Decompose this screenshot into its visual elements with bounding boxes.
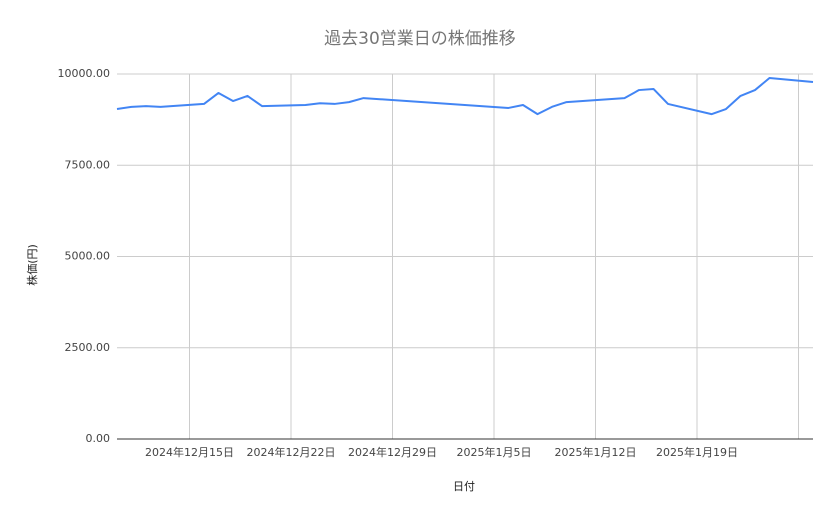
y-axis-title: 株価(円)	[25, 244, 39, 286]
chart-title: 過去30営業日の株価推移	[324, 29, 516, 49]
y-tick-label: 0.00	[86, 432, 111, 445]
y-tick-label: 5000.00	[65, 250, 111, 263]
x-tick-label: 2025年1月5日	[457, 445, 532, 459]
line-series	[116, 77, 814, 116]
x-tick-label: 2024年12月15日	[145, 445, 234, 459]
x-tick-label: 2024年12月29日	[348, 445, 437, 459]
x-tick-label: 2025年1月12日	[555, 445, 637, 459]
x-tick-label: 2024年12月22日	[247, 445, 336, 459]
x-axis-title: 日付	[453, 480, 475, 493]
y-tick-label: 2500.00	[65, 341, 111, 354]
x-tick-label: 2025年1月19日	[656, 445, 738, 459]
y-tick-label: 7500.00	[65, 158, 111, 171]
y-tick-label: 10000.00	[58, 67, 111, 80]
